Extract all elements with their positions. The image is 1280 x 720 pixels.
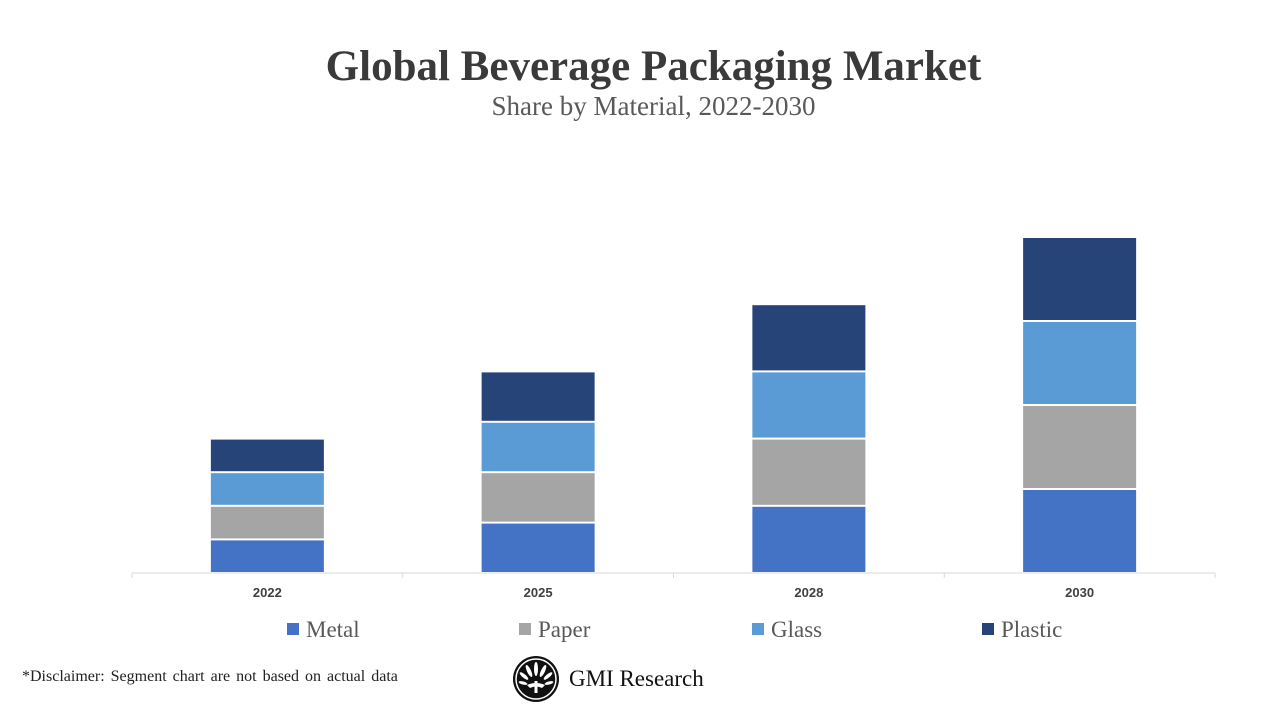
x-tick-label: 2025 [524,585,553,600]
bar-segment-glass-2030 [1023,322,1137,404]
chart-title: Global Beverage Packaging Market [325,43,982,90]
gmi-logo-icon [513,656,559,702]
brand-name: GMI Research [569,666,704,691]
bar-segment-plastic-2025 [481,372,595,421]
legend-label-metal: Metal [306,617,360,642]
bar-segment-plastic-2022 [210,439,324,472]
x-tick-label: 2030 [1065,585,1094,600]
chart-subtitle: Share by Material, 2022-2030 [491,91,816,121]
bar-segment-paper-2025 [481,473,595,522]
bar-segment-metal-2030 [1023,490,1137,572]
x-tick-label: 2022 [253,585,282,600]
bar-segment-glass-2028 [752,372,866,438]
bar-segment-paper-2022 [210,506,324,539]
brand-logo: GMI Research [512,655,704,703]
disclaimer: *Disclaimer: Segment chart are not based… [22,668,398,685]
legend-label-glass: Glass [771,617,822,642]
bar-segment-paper-2030 [1023,406,1137,488]
legend-label-paper: Paper [538,617,591,642]
bar-segment-metal-2028 [752,506,866,572]
bar-segment-plastic-2030 [1023,238,1137,320]
legend-marker-plastic [982,623,994,635]
legend-marker-metal [287,623,299,635]
bar-segment-metal-2025 [481,523,595,572]
legend-marker-glass [752,623,764,635]
legend-label-plastic: Plastic [1001,617,1062,642]
bar-segment-metal-2022 [210,540,324,572]
bar-segment-glass-2022 [210,473,324,505]
x-tick-label: 2028 [794,585,823,600]
legend-marker-paper [519,623,531,635]
bar-segment-paper-2028 [752,439,866,505]
bar-segment-plastic-2028 [752,305,866,371]
bar-segment-glass-2025 [481,422,595,472]
